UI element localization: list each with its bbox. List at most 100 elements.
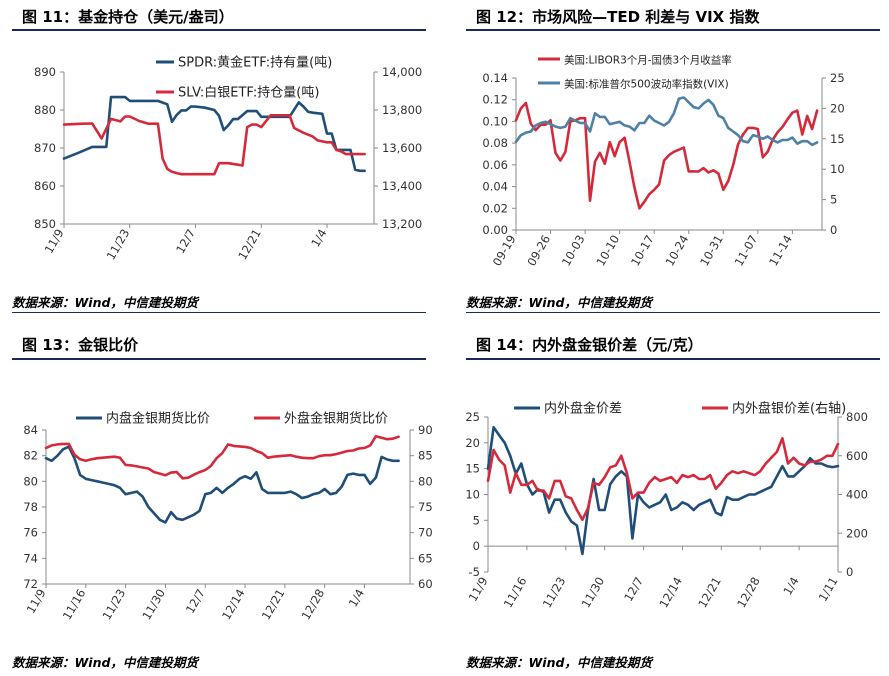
- right-axis-tick-label: 5: [830, 193, 837, 207]
- x-axis-tick-label: 09-19: [490, 233, 519, 269]
- right-axis-tick-label: 70: [418, 526, 433, 540]
- left-axis-tick-label: 0.02: [482, 201, 508, 215]
- right-axis-tick-label: 14,000: [382, 65, 422, 79]
- right-axis-tick-label: 90: [418, 423, 433, 437]
- right-axis-tick-label: 80: [418, 474, 433, 488]
- panel-3-source: 数据来源：Wind，中信建投期货: [12, 655, 198, 670]
- left-axis-tick-label: 20: [465, 436, 480, 450]
- left-axis-tick-label: 76: [23, 526, 38, 540]
- right-axis-tick-label: 13,200: [382, 217, 422, 231]
- x-axis-tick-label: 10-31: [697, 233, 726, 269]
- left-axis-tick-label: 0.10: [482, 114, 508, 128]
- x-axis-tick-label: 1/4: [308, 227, 329, 250]
- x-axis-tick-label: 12/7: [173, 227, 198, 256]
- x-axis-tick-label: 10-03: [559, 233, 588, 269]
- x-axis-tick-label: 11/23: [100, 587, 129, 623]
- legend-label-1: SPDR:黄金ETF:持有量(吨): [178, 55, 332, 71]
- right-axis-tick-label: 60: [418, 577, 433, 591]
- x-axis-tick-label: 09-26: [524, 233, 553, 269]
- series-line-1: [62, 95, 366, 173]
- series-line-2: [514, 96, 819, 147]
- x-axis-tick-label: 12/7: [621, 575, 646, 604]
- left-axis-tick-label: -5: [469, 565, 480, 579]
- right-axis-tick-label: 15: [830, 132, 845, 146]
- left-axis-tick-label: 74: [23, 551, 38, 565]
- right-axis-tick-label: 0: [846, 565, 853, 579]
- x-axis-tick-label: 11/23: [540, 575, 569, 611]
- left-axis-tick-label: 890: [34, 65, 56, 79]
- x-axis-tick-label: 1/4: [346, 587, 367, 610]
- panel-4-source: 数据来源：Wind，中信建投期货: [466, 655, 652, 670]
- right-axis-tick-label: 800: [846, 410, 868, 424]
- right-axis-tick-label: 13,800: [382, 103, 422, 117]
- x-axis-tick-label: 11/23: [104, 227, 133, 263]
- left-axis-tick-label: 78: [23, 500, 38, 514]
- left-axis-tick-label: 0.08: [482, 136, 508, 150]
- left-axis-tick-label: 10: [465, 488, 480, 502]
- right-axis-tick-label: 0: [830, 223, 837, 237]
- left-axis-tick-label: 860: [34, 179, 56, 193]
- right-axis-tick-label: 25: [830, 71, 845, 85]
- x-axis-tick-label: 1/11: [816, 575, 841, 604]
- x-axis-tick-label: 12/14: [656, 575, 685, 611]
- left-axis-tick-label: 80: [23, 474, 38, 488]
- legend-label-2: 美国:标准普尔500波动率指数(VIX): [564, 78, 729, 91]
- series-line-2: [486, 436, 840, 521]
- x-axis-tick-label: 11-14: [766, 233, 795, 269]
- panel-4-title: 图 14：内外盘金银价差（元/克）: [476, 336, 703, 354]
- right-axis-tick-label: 13,400: [382, 179, 422, 193]
- x-axis-tick-label: 10-24: [663, 233, 692, 269]
- panel-2-source-rule: [466, 312, 880, 313]
- ted-vix-chart: 0.00 0.02 0.04 0.06 0.08 0.10 0.12 0.14 0 5 10 15 20…: [482, 54, 845, 269]
- legend-label-2: SLV:白银ETF:持仓量(吨): [178, 85, 319, 101]
- series-line-1: [44, 445, 400, 524]
- legend-label-1: 美国:LIBOR3个月-国债3个月收益率: [564, 54, 732, 67]
- right-axis-tick-label: 600: [846, 449, 868, 463]
- left-axis-tick-label: 82: [23, 449, 38, 463]
- x-axis-tick-label: 12/21: [695, 575, 724, 611]
- right-axis-tick-label: 85: [418, 449, 433, 463]
- left-axis-tick-label: 0.00: [482, 223, 508, 237]
- panel-2-title-rule: [466, 29, 880, 31]
- x-axis-tick-label: 12/21: [259, 587, 288, 623]
- left-axis-tick-label: 0: [473, 539, 480, 553]
- x-axis-tick-label: 12/7: [183, 587, 208, 616]
- right-axis-tick-label: 65: [418, 551, 433, 565]
- legend-label-2: 内外盘银价差(右轴): [732, 401, 846, 417]
- panel-2-source: 数据来源：Wind，中信建投期货: [466, 295, 652, 310]
- left-axis-tick-label: 870: [34, 141, 56, 155]
- series-line-2: [62, 114, 366, 176]
- right-axis-tick-label: 400: [846, 488, 868, 502]
- left-axis-tick-label: 72: [23, 577, 38, 591]
- fund-holdings-chart: 850 860 870 880 890 13,200 13,400 13,600 13,800 1…: [34, 55, 422, 263]
- left-axis-tick-label: 850: [34, 217, 56, 231]
- left-axis-tick-label: 5: [473, 513, 480, 527]
- legend-label-1: 内外盘金价差: [544, 401, 622, 417]
- x-axis-tick-label: 1/4: [780, 575, 801, 598]
- right-axis-tick-label: 10: [830, 162, 845, 176]
- left-axis-tick-label: 0.06: [482, 158, 508, 172]
- x-axis-tick-label: 10-10: [593, 233, 622, 269]
- panel-4-title-rule: [466, 358, 880, 360]
- x-axis-tick-label: 12/28: [299, 587, 328, 623]
- left-axis-tick-label: 0.14: [482, 71, 508, 85]
- panel-1-source-rule: [12, 312, 426, 313]
- right-axis-tick-label: 13,600: [382, 141, 422, 155]
- panel-1-title: 图 11：基金持仓（美元/盎司）: [22, 8, 234, 26]
- left-axis-tick-label: 0.04: [482, 180, 508, 194]
- left-axis-tick-label: 880: [34, 103, 56, 117]
- panel-1-title-rule: [12, 29, 426, 31]
- x-axis-tick-label: 12/14: [219, 587, 248, 623]
- x-axis-tick-label: 11-07: [732, 233, 761, 269]
- x-axis-tick-label: 11/16: [60, 587, 89, 623]
- x-axis-tick-label: 11/30: [579, 575, 608, 611]
- left-axis-tick-label: 15: [465, 462, 480, 476]
- x-axis-tick-label: 12/21: [235, 227, 264, 263]
- legend-label-1: 内盘金银期货比价: [106, 411, 210, 427]
- panel-3-title: 图 13：金银比价: [22, 336, 139, 354]
- right-axis-tick-label: 20: [830, 101, 845, 115]
- right-axis-tick-label: 200: [846, 526, 868, 540]
- x-axis-tick-label: 10-17: [628, 233, 657, 269]
